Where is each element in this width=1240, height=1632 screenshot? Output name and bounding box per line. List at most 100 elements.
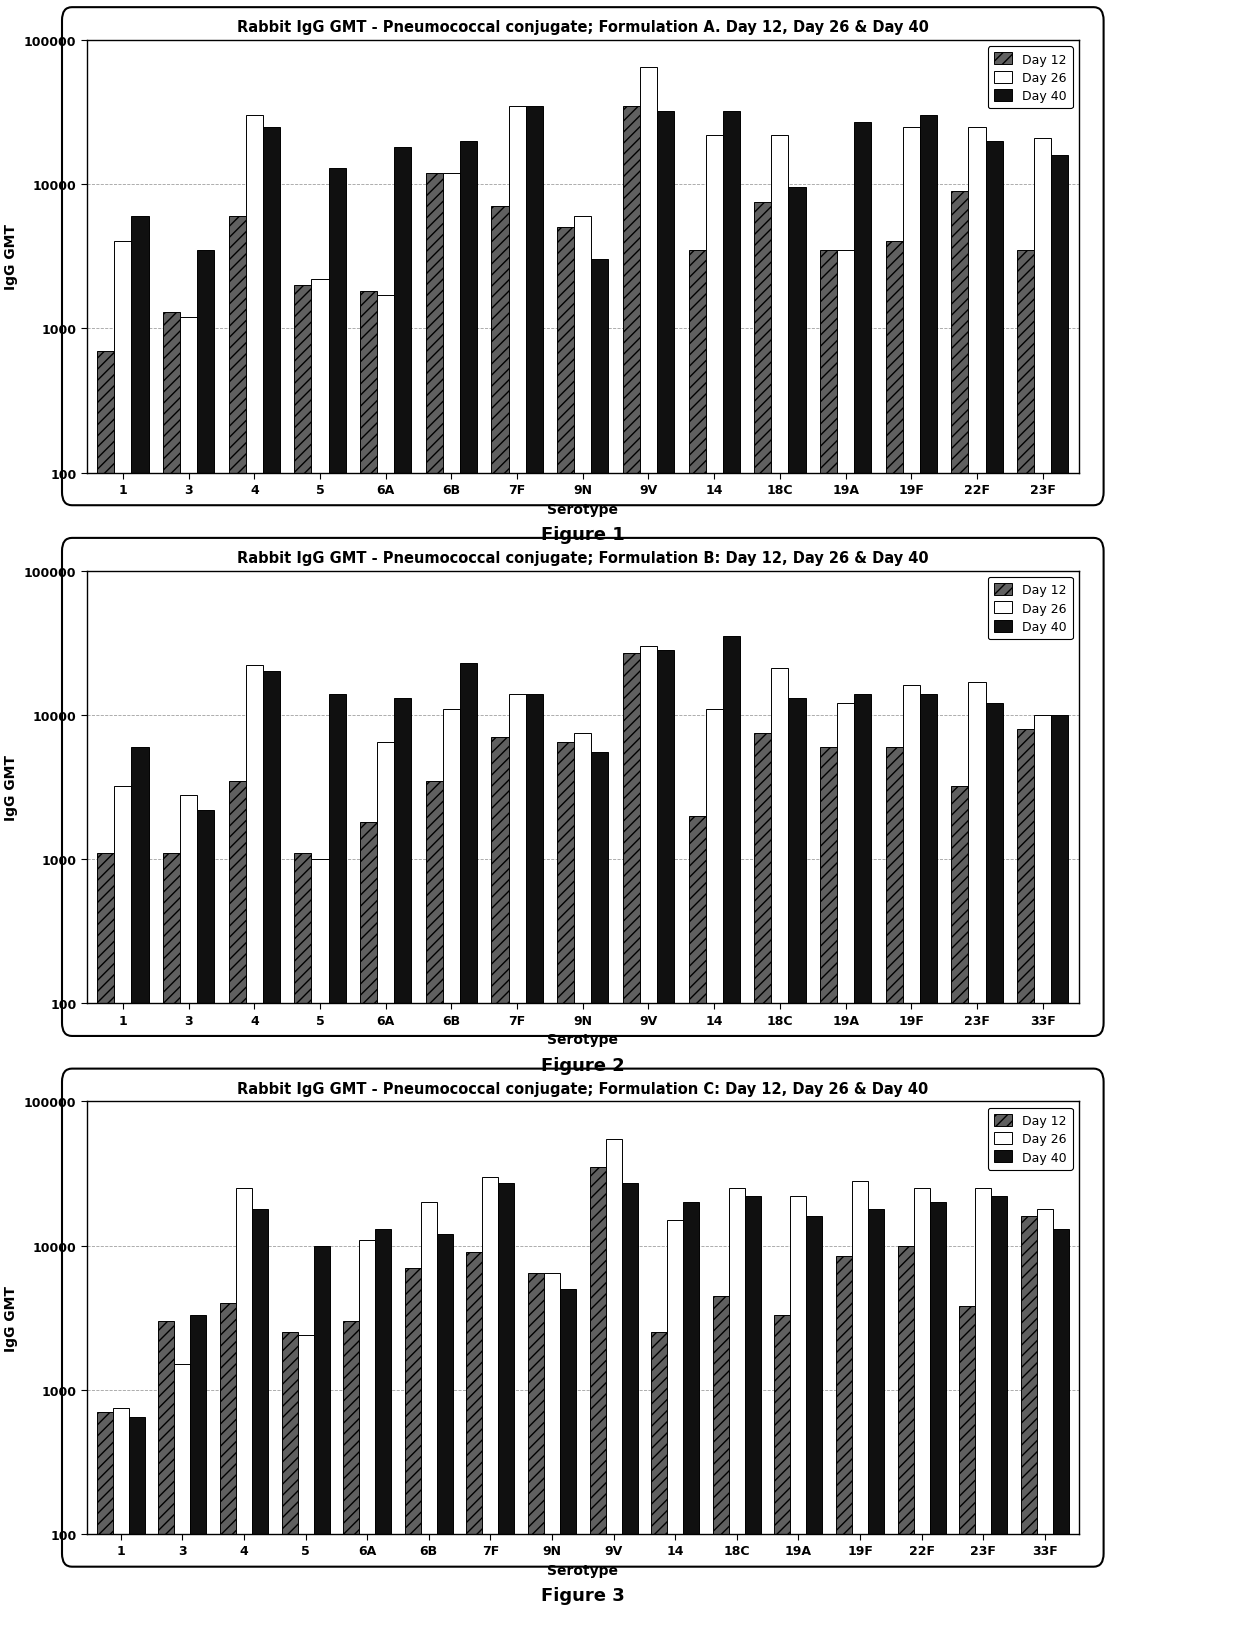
Bar bbox=[688, 251, 706, 1632]
Bar bbox=[394, 149, 412, 1632]
Bar bbox=[544, 1273, 560, 1632]
Bar bbox=[820, 251, 837, 1632]
Bar bbox=[903, 685, 920, 1632]
Bar bbox=[622, 653, 640, 1632]
Bar bbox=[837, 703, 854, 1632]
Bar bbox=[113, 1408, 129, 1632]
Bar bbox=[190, 1315, 206, 1632]
Bar bbox=[162, 854, 180, 1632]
Bar bbox=[131, 747, 149, 1632]
Bar bbox=[197, 251, 215, 1632]
Bar bbox=[574, 733, 591, 1632]
Bar bbox=[651, 1333, 667, 1632]
Bar bbox=[228, 217, 246, 1632]
Bar bbox=[754, 202, 771, 1632]
Bar bbox=[162, 313, 180, 1632]
Bar bbox=[914, 1188, 930, 1632]
Bar bbox=[621, 1183, 637, 1632]
Bar bbox=[376, 1229, 391, 1632]
Bar bbox=[868, 1209, 884, 1632]
Bar bbox=[898, 1245, 914, 1632]
Bar bbox=[314, 1245, 330, 1632]
Bar bbox=[377, 743, 394, 1632]
Bar bbox=[97, 854, 114, 1632]
Bar bbox=[667, 1221, 683, 1632]
Bar bbox=[311, 860, 329, 1632]
Bar bbox=[263, 127, 280, 1632]
Y-axis label: IgG GMT: IgG GMT bbox=[4, 1284, 19, 1351]
Bar bbox=[976, 1188, 991, 1632]
Bar bbox=[298, 1335, 314, 1632]
Bar bbox=[443, 173, 460, 1632]
Legend: Day 12, Day 26, Day 40: Day 12, Day 26, Day 40 bbox=[988, 1108, 1073, 1170]
Bar bbox=[930, 1203, 946, 1632]
Bar bbox=[754, 733, 771, 1632]
Bar bbox=[657, 651, 675, 1632]
Bar bbox=[723, 113, 740, 1632]
Bar bbox=[806, 1216, 822, 1632]
Bar bbox=[1052, 715, 1069, 1632]
Bar bbox=[114, 242, 131, 1632]
Bar bbox=[1034, 715, 1052, 1632]
Bar bbox=[771, 669, 789, 1632]
Bar bbox=[723, 636, 740, 1632]
Bar bbox=[219, 1302, 236, 1632]
Bar bbox=[1052, 155, 1069, 1632]
Bar bbox=[713, 1296, 729, 1632]
Bar bbox=[622, 106, 640, 1632]
X-axis label: Serotype: Serotype bbox=[547, 1033, 619, 1046]
Bar bbox=[460, 663, 477, 1632]
Y-axis label: IgG GMT: IgG GMT bbox=[4, 224, 19, 290]
Bar bbox=[745, 1196, 761, 1632]
Bar bbox=[1053, 1229, 1069, 1632]
Bar bbox=[729, 1188, 745, 1632]
Title: Rabbit IgG GMT - Pneumococcal conjugate; Formulation C: Day 12, Day 26 & Day 40: Rabbit IgG GMT - Pneumococcal conjugate;… bbox=[237, 1082, 929, 1097]
Bar bbox=[706, 135, 723, 1632]
Bar bbox=[657, 113, 675, 1632]
Bar bbox=[968, 127, 986, 1632]
Bar bbox=[789, 188, 806, 1632]
Bar bbox=[968, 682, 986, 1632]
Bar bbox=[180, 318, 197, 1632]
Bar bbox=[343, 1322, 360, 1632]
Bar bbox=[114, 787, 131, 1632]
Bar bbox=[640, 69, 657, 1632]
Bar bbox=[360, 823, 377, 1632]
Bar bbox=[498, 1183, 515, 1632]
Legend: Day 12, Day 26, Day 40: Day 12, Day 26, Day 40 bbox=[988, 47, 1073, 109]
Bar bbox=[854, 122, 872, 1632]
Bar bbox=[394, 698, 412, 1632]
Bar bbox=[1017, 251, 1034, 1632]
Bar bbox=[404, 1268, 420, 1632]
Bar bbox=[466, 1252, 482, 1632]
Bar bbox=[294, 854, 311, 1632]
Bar bbox=[175, 1364, 190, 1632]
Bar bbox=[789, 698, 806, 1632]
Bar bbox=[526, 694, 543, 1632]
Bar bbox=[557, 743, 574, 1632]
Bar bbox=[97, 1412, 113, 1632]
Bar bbox=[771, 135, 789, 1632]
Bar bbox=[920, 116, 937, 1632]
Bar bbox=[294, 286, 311, 1632]
Bar bbox=[180, 795, 197, 1632]
Bar bbox=[885, 242, 903, 1632]
Bar bbox=[131, 217, 149, 1632]
Bar bbox=[951, 191, 968, 1632]
Bar bbox=[790, 1196, 806, 1632]
Bar bbox=[605, 1139, 621, 1632]
Bar bbox=[129, 1417, 145, 1632]
Bar bbox=[591, 752, 609, 1632]
Bar bbox=[526, 106, 543, 1632]
Bar bbox=[1017, 730, 1034, 1632]
Bar bbox=[159, 1322, 175, 1632]
Bar bbox=[360, 1240, 376, 1632]
Bar bbox=[683, 1203, 699, 1632]
Bar bbox=[420, 1203, 436, 1632]
Bar bbox=[1021, 1216, 1037, 1632]
Bar bbox=[508, 106, 526, 1632]
Bar bbox=[508, 694, 526, 1632]
Bar bbox=[557, 228, 574, 1632]
Bar bbox=[560, 1289, 577, 1632]
Bar bbox=[820, 747, 837, 1632]
